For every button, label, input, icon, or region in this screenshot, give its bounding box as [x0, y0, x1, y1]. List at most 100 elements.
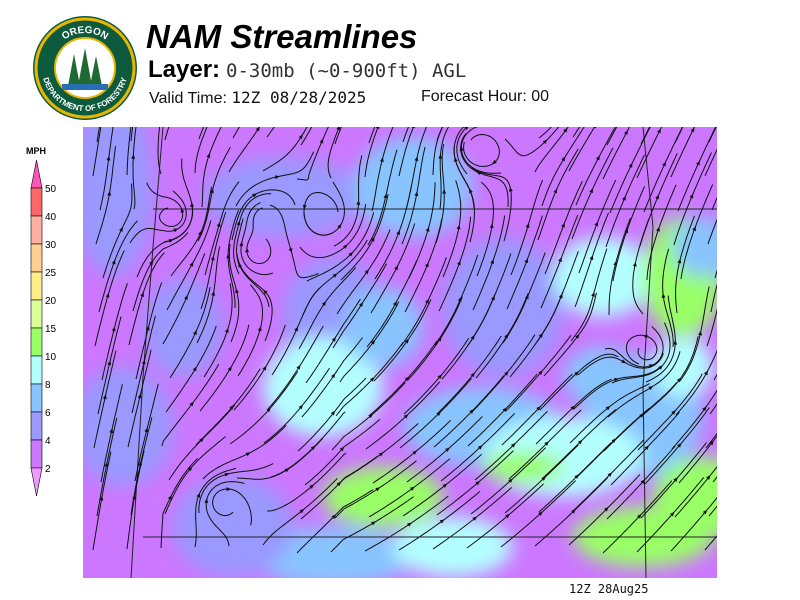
streamline-arrow: [558, 257, 562, 263]
streamline-arrow: [107, 360, 112, 366]
streamline-arrow: [470, 372, 476, 378]
streamline: [334, 460, 417, 519]
layer-label: Layer:: [148, 56, 221, 83]
streamline-arrow: [536, 406, 541, 411]
streamline: [371, 127, 394, 212]
layer-info: Layer: 0-30mb (~0-900ft) AGL: [148, 56, 466, 84]
streamline: [228, 127, 261, 173]
streamline: [707, 218, 717, 245]
streamline-arrow: [356, 200, 361, 205]
streamline: [470, 447, 547, 515]
streamline: [466, 483, 544, 549]
streamline-arrow: [658, 365, 663, 370]
streamline-map: [83, 127, 717, 578]
wind-speed-area: [323, 467, 443, 527]
streamline-arrow: [189, 261, 194, 267]
streamline: [401, 146, 426, 245]
streamline: [577, 352, 664, 376]
streamline: [262, 478, 338, 546]
streamline: [607, 351, 681, 418]
streamline-arrow: [702, 406, 707, 412]
streamline-arrow: [210, 188, 214, 194]
streamline: [673, 152, 712, 246]
streamline: [262, 127, 308, 172]
streamline-arrow: [544, 441, 549, 446]
streamline: [606, 127, 618, 146]
streamline: [126, 127, 132, 176]
streamline-arrow: [189, 401, 194, 407]
legend-underflow-arrow: [30, 467, 43, 497]
streamline-arrow: [613, 260, 618, 266]
streamline: [602, 127, 630, 180]
streamline-arrow: [370, 236, 375, 242]
streamline: [131, 315, 156, 414]
streamline: [95, 146, 116, 245]
streamline: [625, 334, 658, 365]
streamline-arrow: [274, 175, 280, 180]
streamline: [162, 253, 206, 345]
streamline-arrow: [336, 127, 341, 131]
legend-swatch: [30, 411, 43, 441]
streamline-arrow: [490, 259, 494, 265]
streamline: [646, 184, 677, 281]
legend-overflow-arrow: [30, 159, 43, 189]
streamline-arrow: [637, 513, 642, 519]
streamline: [471, 167, 512, 242]
wind-speed-area: [343, 287, 423, 367]
streamline-arrow: [167, 494, 172, 500]
streamline: [644, 407, 710, 485]
streamline: [240, 202, 274, 276]
streamline: [298, 267, 357, 350]
streamline-arrow: [561, 156, 566, 162]
streamline: [299, 203, 367, 258]
streamline: [199, 324, 250, 412]
streamline: [705, 432, 717, 449]
streamline: [367, 149, 398, 246]
streamline: [305, 298, 361, 384]
streamline-arrow: [107, 190, 112, 196]
streamline: [680, 184, 714, 280]
streamline-arrow: [330, 410, 336, 416]
streamline-arrow: [595, 155, 600, 161]
streamline: [203, 283, 233, 378]
streamline-arrow: [224, 472, 230, 477]
streamline-arrow: [331, 514, 337, 519]
streamline-arrow: [358, 301, 364, 307]
streamline: [198, 463, 274, 514]
streamline: [602, 480, 673, 554]
streamline-arrow: [464, 127, 469, 131]
streamline-arrow: [673, 477, 678, 482]
streamline-arrow: [111, 259, 116, 265]
streamline-arrow: [196, 492, 201, 498]
legend-tick-label: 30: [45, 240, 57, 251]
streamline: [575, 127, 616, 206]
streamline-arrow: [412, 450, 418, 455]
streamline-arrow: [132, 494, 137, 500]
streamline: [471, 334, 536, 413]
streamline-arrow: [229, 405, 234, 410]
streamline-arrow: [140, 291, 144, 297]
streamline-arrow: [411, 127, 415, 129]
streamline: [300, 127, 313, 146]
streamline-arrow: [245, 247, 250, 253]
streamline: [92, 127, 102, 177]
streamline-arrow: [648, 364, 654, 368]
streamline: [94, 250, 125, 347]
streamline-arrow: [119, 226, 123, 232]
streamline-arrow: [589, 188, 593, 194]
streamline: [303, 191, 339, 236]
streamline-arrow: [383, 193, 388, 199]
streamline-arrow: [593, 127, 597, 129]
streamline-arrow: [662, 161, 666, 167]
streamline: [246, 207, 272, 265]
streamline-arrow: [255, 127, 260, 132]
valid-time-label: Valid Time:: [149, 90, 227, 107]
streamline-arrow: [394, 265, 399, 271]
legend-swatch: [30, 215, 43, 245]
streamline-arrow: [404, 376, 410, 382]
streamline: [338, 423, 419, 485]
streamline: [327, 127, 340, 179]
streamline: [438, 216, 472, 312]
wind-speed-legend: MPH 50 40 30 25 20 15 10 8 6 4 2: [26, 146, 57, 497]
streamline: [706, 308, 717, 347]
